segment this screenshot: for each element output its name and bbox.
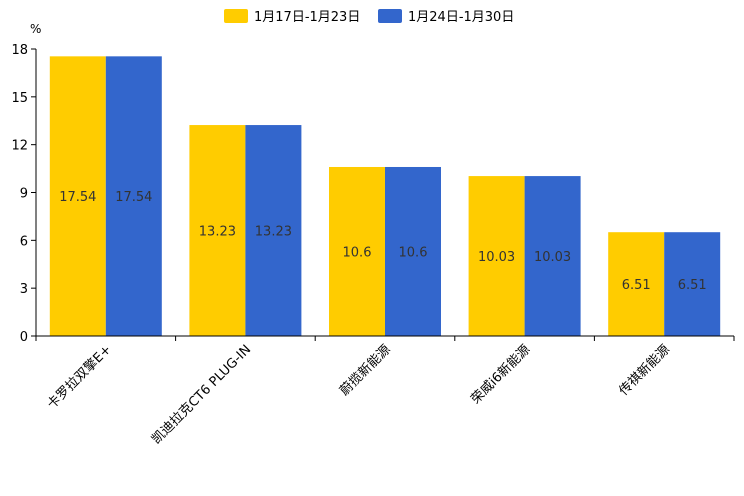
y-axis: 0 3 6 9 12 15 18 xyxy=(11,43,37,345)
x-category-label: 蔚揽新能源 xyxy=(337,342,394,399)
data-label: 10.03 xyxy=(478,250,515,265)
bar xyxy=(105,56,162,337)
y-tick-label: 9 xyxy=(20,187,28,202)
y-tick-label: 0 xyxy=(20,330,28,345)
y-tick-label: 18 xyxy=(11,43,28,58)
bar xyxy=(385,166,441,336)
bar xyxy=(49,56,106,337)
x-category-label: 卡罗拉双擎E+ xyxy=(45,342,115,412)
data-label: 10.03 xyxy=(534,250,571,265)
x-axis: 卡罗拉双擎E+ 凯迪拉克CT6 PLUG-IN 蔚揽新能源 荣威i6新能源 传祺新能源 xyxy=(35,335,735,447)
data-label: 17.54 xyxy=(59,190,96,205)
legend-label: 1月24日-1月30日 xyxy=(408,10,514,25)
legend-swatch xyxy=(378,9,402,23)
data-label: 13.23 xyxy=(255,225,292,240)
x-category-label: 凯迪拉克CT6 PLUG-IN xyxy=(149,342,254,447)
y-tick-label: 3 xyxy=(20,282,28,297)
y-tick-label: 12 xyxy=(11,139,28,154)
bar xyxy=(524,176,581,336)
y-axis-unit: % xyxy=(30,22,41,36)
x-category-label: 荣威i6新能源 xyxy=(468,342,534,408)
data-label: 13.23 xyxy=(199,225,236,240)
legend-swatch xyxy=(224,9,248,23)
data-label: 17.54 xyxy=(115,190,152,205)
bar xyxy=(468,176,525,336)
legend: 1月17日-1月23日 1月24日-1月30日 xyxy=(224,9,514,25)
data-label: 6.51 xyxy=(678,278,707,293)
y-tick-label: 15 xyxy=(11,91,28,106)
data-label: 10.6 xyxy=(343,245,372,260)
data-label: 6.51 xyxy=(622,278,651,293)
bar xyxy=(189,125,246,337)
bar xyxy=(329,166,385,336)
x-category-label: 传祺新能源 xyxy=(616,342,673,399)
y-tick-label: 6 xyxy=(20,234,28,249)
bar xyxy=(245,125,302,337)
legend-label: 1月17日-1月23日 xyxy=(254,10,360,25)
bars: 17.54 17.54 13.23 13.23 10.6 10.6 10.03 10.03 6.… xyxy=(49,56,721,337)
bar xyxy=(664,232,721,336)
bar xyxy=(608,232,665,336)
data-label: 10.6 xyxy=(399,245,428,260)
